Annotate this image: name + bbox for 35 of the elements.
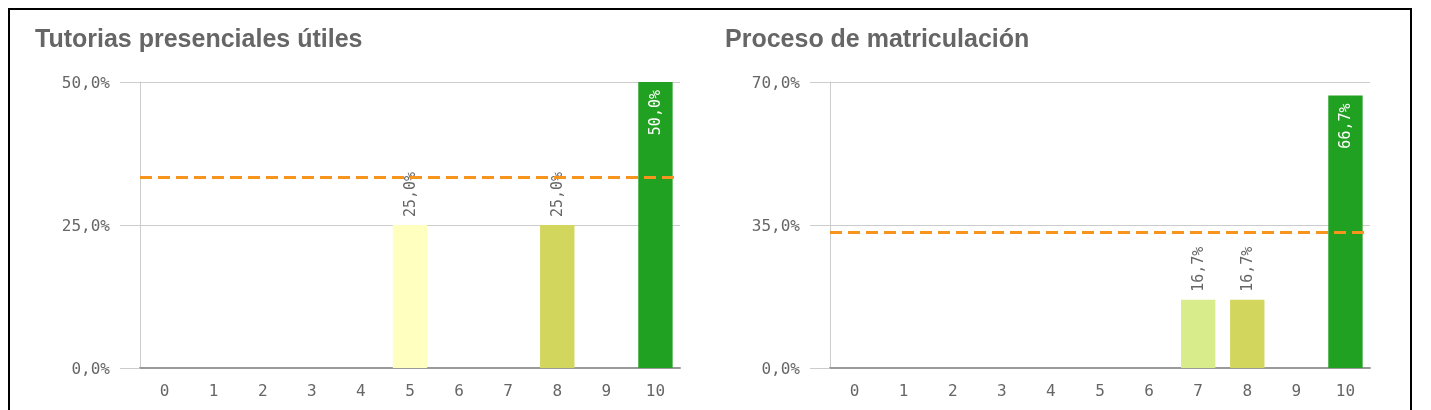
x-tick-label: 6 [454,380,464,400]
y-tick-label: 0,0% [71,358,111,378]
x-tick-label: 9 [601,380,612,400]
x-tick-label: 0 [159,380,170,400]
x-tick-label: 5 [405,380,415,400]
x-tick-label: 4 [356,380,366,400]
x-tick-label: 6 [1144,380,1154,400]
data-label: 25,0% [401,171,419,217]
x-tick-label: 7 [503,380,513,400]
x-tick-label: 5 [1095,380,1105,400]
x-tick-label: 10 [1335,380,1356,400]
data-label: 66,7% [1336,103,1355,149]
y-tick-label: 25,0% [61,215,111,235]
data-label: 50,0% [646,90,665,136]
y-tick-label: 35,0% [751,215,801,235]
x-tick-label: 1 [208,380,219,400]
x-tick-label: 1 [898,380,909,400]
x-tick-label: 4 [1046,380,1056,400]
x-tick-label: 2 [947,380,958,400]
data-label: 16,7% [1189,246,1208,292]
x-tick-label: 8 [552,380,563,400]
y-tick-label: 0,0% [761,358,801,378]
y-tick-label: 50,0% [61,72,111,92]
x-tick-label: 2 [257,380,268,400]
x-tick-label: 7 [1193,380,1203,400]
x-tick-label: 3 [307,380,317,400]
data-label: 16,7% [1238,246,1257,292]
x-tick-label: 3 [997,380,1007,400]
x-tick-label: 0 [849,380,860,400]
chart-title: Tutorias presenciales útiles [35,23,363,52]
chart-title: Proceso de matriculación [725,23,1030,52]
x-tick-label: 9 [1291,380,1302,400]
x-tick-label: 8 [1242,380,1253,400]
y-tick-label: 70,0% [751,72,801,92]
x-tick-label: 10 [645,380,666,400]
